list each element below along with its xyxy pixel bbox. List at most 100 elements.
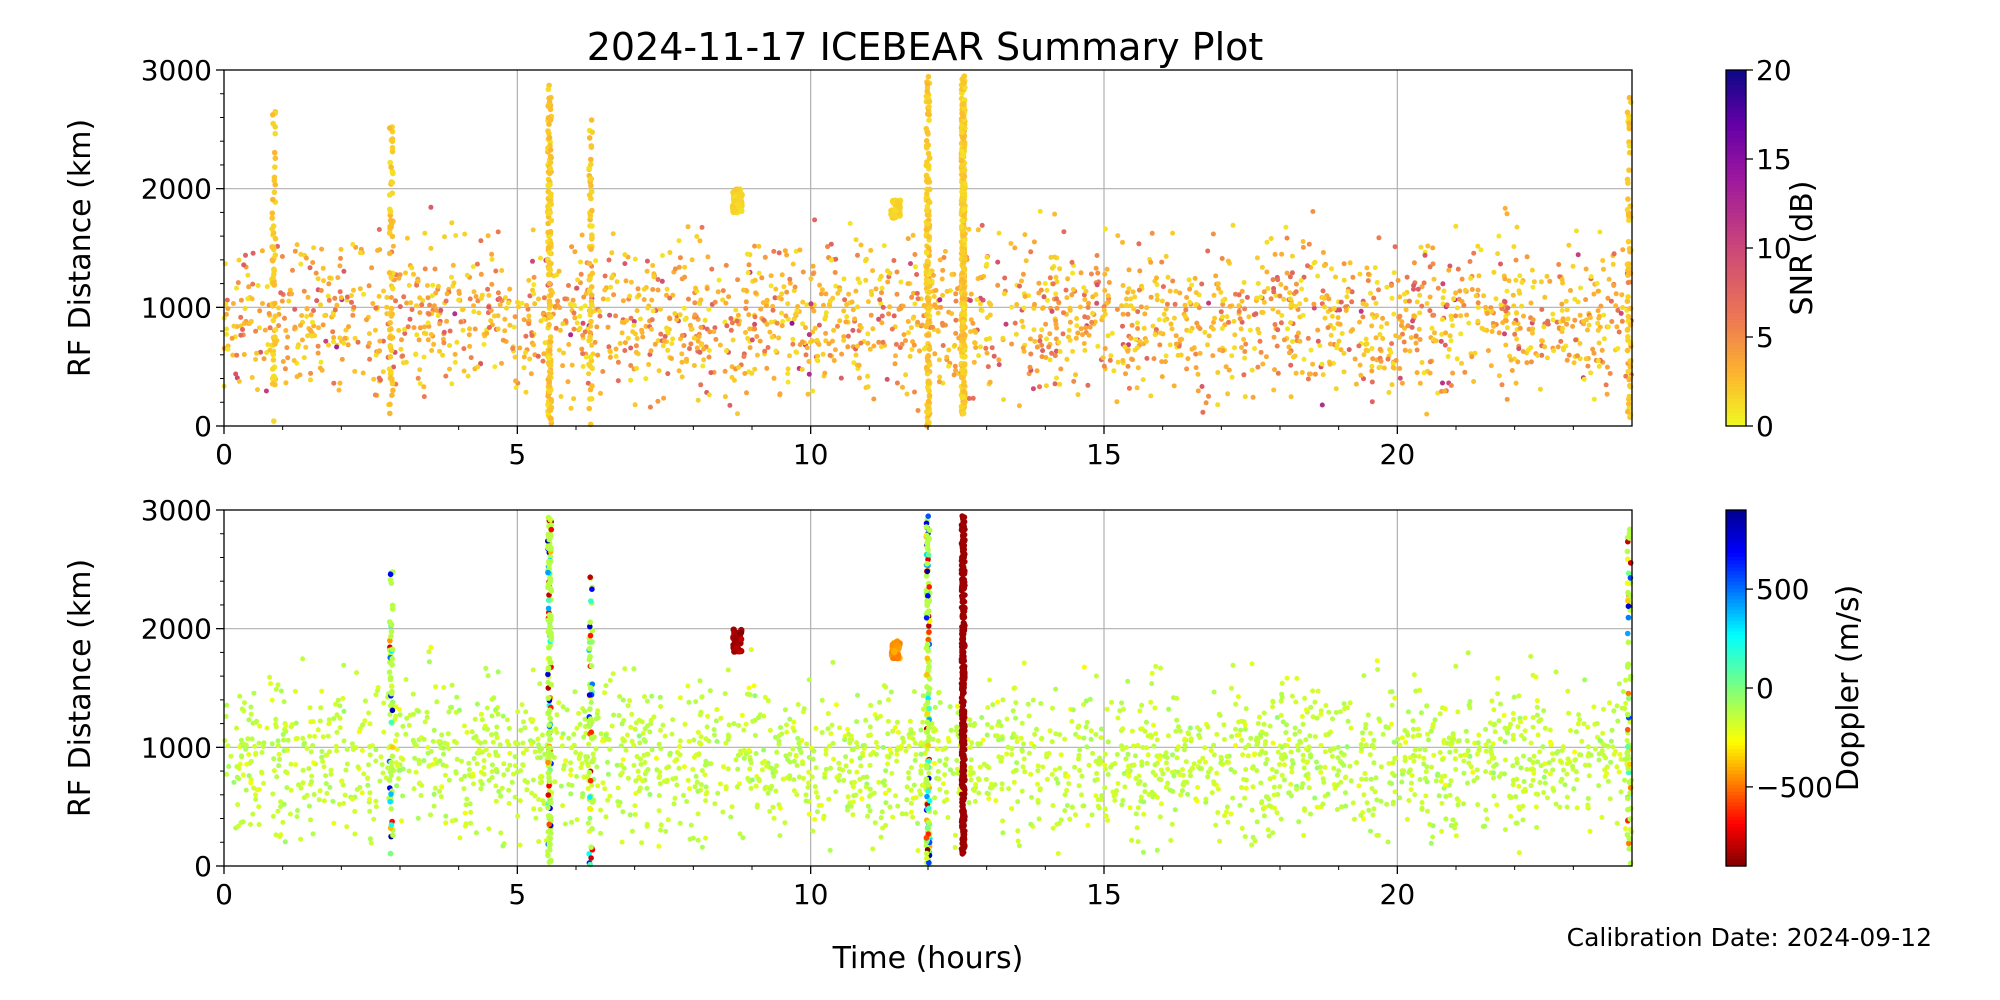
data-point <box>655 398 661 404</box>
data-point <box>404 300 410 306</box>
colorbar-segment <box>1726 297 1746 302</box>
data-point <box>1510 710 1516 716</box>
data-point <box>1483 748 1489 754</box>
data-point <box>1126 267 1132 273</box>
data-point <box>426 649 432 655</box>
data-point <box>397 712 403 718</box>
data-point <box>288 787 294 793</box>
data-point <box>419 302 425 308</box>
data-point <box>660 343 666 349</box>
data-point <box>283 328 289 333</box>
data-point <box>753 751 759 756</box>
data-point <box>1028 821 1034 827</box>
data-point <box>1607 371 1613 376</box>
data-point <box>1055 851 1061 856</box>
data-point <box>901 332 907 338</box>
data-point <box>1130 357 1135 363</box>
data-point <box>1034 344 1040 350</box>
data-point <box>917 788 922 794</box>
colorbar-segment <box>1726 361 1746 367</box>
data-point <box>634 365 640 371</box>
data-point <box>1193 302 1199 307</box>
data-point <box>868 702 874 708</box>
data-point <box>745 270 751 276</box>
data-point <box>1287 274 1293 280</box>
data-point <box>803 352 809 358</box>
data-point <box>1517 290 1523 296</box>
data-point <box>677 695 683 701</box>
data-point <box>1115 781 1121 786</box>
data-point <box>924 179 931 185</box>
data-point <box>280 819 286 825</box>
data-point <box>1447 749 1453 755</box>
data-point <box>671 801 677 807</box>
data-point <box>769 334 775 340</box>
data-point <box>404 235 410 241</box>
data-point <box>589 383 595 389</box>
data-point <box>699 224 705 230</box>
data-point <box>1163 353 1169 359</box>
data-point <box>548 217 555 224</box>
data-point <box>572 315 578 321</box>
data-point <box>431 341 437 347</box>
data-point <box>752 243 758 249</box>
data-point <box>1293 289 1299 295</box>
data-point <box>1123 302 1129 308</box>
data-point <box>706 354 712 360</box>
data-point <box>497 302 503 308</box>
data-point <box>869 292 875 298</box>
data-point <box>376 227 382 232</box>
data-point <box>1363 722 1369 727</box>
data-point <box>1408 780 1414 786</box>
data-point <box>1486 759 1492 765</box>
data-point <box>1224 314 1230 320</box>
data-point <box>849 758 855 764</box>
data-point <box>873 740 879 745</box>
data-point <box>893 793 898 799</box>
data-point <box>271 282 278 288</box>
data-point <box>331 339 336 345</box>
data-point <box>1530 777 1536 783</box>
data-point <box>815 794 821 800</box>
data-point <box>1586 773 1592 779</box>
data-point <box>863 256 869 262</box>
data-point <box>464 272 470 278</box>
data-point <box>276 323 282 329</box>
data-point <box>879 320 885 326</box>
data-point <box>1560 318 1566 324</box>
data-point <box>1319 402 1325 408</box>
data-point <box>695 811 701 817</box>
data-point <box>1389 283 1394 288</box>
data-point <box>811 308 817 314</box>
data-point <box>1165 274 1171 280</box>
data-point <box>1137 268 1143 274</box>
data-point <box>255 387 260 393</box>
data-point <box>614 762 620 768</box>
data-point <box>491 313 497 319</box>
data-point <box>980 737 986 743</box>
data-point <box>325 733 331 739</box>
data-point <box>586 361 592 368</box>
data-point <box>242 306 248 311</box>
data-point <box>309 333 315 339</box>
data-point <box>705 713 711 719</box>
data-point <box>300 656 306 662</box>
data-point <box>1380 336 1386 341</box>
data-point <box>1475 305 1481 310</box>
data-point <box>1502 276 1508 282</box>
colorbar-segment <box>1726 183 1746 189</box>
colorbar-segment <box>1726 258 1746 263</box>
data-point <box>568 405 574 411</box>
data-point <box>1615 346 1621 351</box>
data-point <box>587 176 594 182</box>
data-point <box>1066 327 1072 333</box>
data-point <box>451 738 457 744</box>
data-point <box>961 285 967 291</box>
data-point <box>753 290 759 296</box>
data-point <box>858 325 864 331</box>
data-point <box>272 341 278 347</box>
data-point <box>865 331 871 337</box>
data-point <box>770 303 776 309</box>
data-point <box>1135 742 1141 748</box>
data-point <box>801 706 807 712</box>
